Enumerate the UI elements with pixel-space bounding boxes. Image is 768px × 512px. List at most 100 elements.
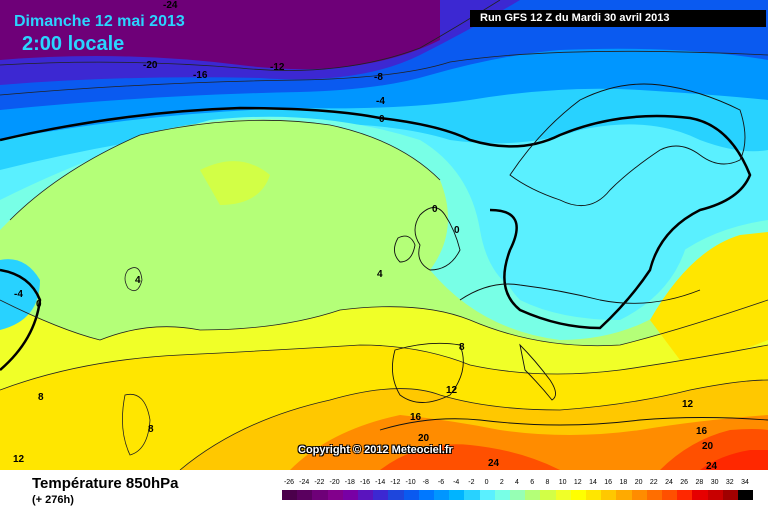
legend-label: 34: [741, 479, 749, 486]
legend-swatch: [601, 490, 617, 500]
legend-label: -14: [375, 479, 386, 486]
legend-swatch: [692, 490, 708, 500]
legend-label: -8: [422, 479, 429, 486]
isotherm-plus12: [0, 344, 768, 391]
forecast-date: Dimanche 12 mai 2013: [14, 13, 185, 30]
model-run-banner: Run GFS 12 Z du Mardi 30 avril 2013: [470, 10, 766, 27]
label-16-east: 16: [696, 426, 708, 437]
forecast-local-time: 2:00 locale: [22, 33, 125, 55]
legend-label: -6: [437, 479, 445, 486]
legend-swatch: [342, 490, 358, 500]
legend-label: 16: [604, 479, 613, 486]
legend-swatch: [707, 490, 723, 500]
label-m4-west: -4: [14, 289, 23, 300]
copyright-notice: Copyright © 2012 Meteociel.fr: [298, 444, 453, 456]
legend-label: 20: [634, 479, 643, 486]
isotherm-plus4-loop: [124, 267, 143, 292]
legend-swatch: [418, 490, 434, 500]
label-24-africa: 24: [488, 458, 500, 469]
legend-swatch: [677, 490, 693, 500]
band-atlantic-patch: [200, 161, 270, 205]
label-8-iberia: 8: [459, 342, 465, 353]
label-20-east: 20: [702, 441, 714, 452]
legend-label: 10: [558, 479, 567, 486]
lead-time: (+ 276h): [32, 494, 74, 506]
legend-swatch: [616, 490, 632, 500]
legend-swatch: [494, 490, 510, 500]
legend-label: 0: [484, 479, 489, 486]
legend-swatch: [479, 490, 495, 500]
legend-label: -20: [329, 479, 340, 486]
isotherm-minus16: [0, 0, 501, 71]
legend-swatch: [525, 490, 541, 500]
legend-swatch: [555, 490, 571, 500]
legend-label: 22: [649, 479, 658, 486]
legend-swatch: [722, 490, 738, 500]
variable-title: Température 850hPa: [32, 475, 179, 492]
legend-label: 24: [665, 479, 673, 486]
isotherm-minus8: [0, 50, 768, 96]
band-europe-cold: [497, 175, 690, 320]
legend-label: 26: [680, 479, 689, 486]
legend-label: 14: [589, 479, 597, 486]
label-0-west: 0: [36, 299, 42, 310]
legend-swatch: [312, 490, 328, 500]
legend-swatch: [540, 490, 556, 500]
legend-label: 8: [545, 479, 550, 486]
legend-label: -16: [359, 479, 371, 486]
label-4-channel: 4: [377, 269, 383, 280]
legend-label: -18: [344, 479, 355, 486]
label-0-north: 0: [379, 114, 385, 125]
label-m16: -16: [193, 70, 208, 81]
band-east-warm: [650, 232, 768, 360]
isotherm-plus8: [0, 299, 768, 347]
legend-label: -22: [314, 479, 325, 486]
coast-iberia: [391, 342, 464, 403]
label-m20: -20: [143, 60, 158, 71]
legend-swatch: [388, 490, 404, 500]
legend-label: -24: [299, 479, 310, 486]
band-plus24-east: [700, 450, 768, 470]
legend-label: 28: [695, 479, 704, 486]
coast-uk: [414, 207, 461, 271]
legend-swatch: [464, 490, 480, 500]
coast-europe: [459, 283, 701, 304]
legend-swatch: [570, 490, 586, 500]
label-4-atlantic: 4: [135, 275, 141, 286]
legend-swatch: [403, 490, 419, 500]
legend-label: 30: [710, 479, 719, 486]
label-12-west: 12: [13, 454, 25, 465]
legend-swatch: [358, 490, 374, 500]
legend-label: -26: [283, 479, 295, 486]
label-8-south: 8: [148, 424, 154, 435]
legend-swatch: [327, 490, 343, 500]
band-plus20: [380, 444, 560, 470]
legend-label: 4: [515, 479, 519, 486]
isotherm-zero-bold: [0, 106, 752, 330]
label-m8: -8: [374, 72, 383, 83]
label-m12: -12: [270, 62, 285, 73]
isotherm-plus4: [9, 119, 441, 221]
legend-swatch: [282, 490, 298, 500]
coast-africa: [379, 417, 768, 431]
label-12-iberia: 12: [446, 385, 458, 396]
legend-bar: Température 850hPa (+ 276h) -26 -24 -22 -20…: [0, 470, 768, 512]
label-m24: -24: [163, 0, 178, 11]
temperature-map: -24 -20 -16 -12 -8 -4 0 0 0 4 4 -4 0 8 8…: [0, 0, 768, 470]
legend-swatch: [631, 490, 647, 500]
coast-ireland: [394, 235, 416, 263]
legend-swatch: [738, 490, 754, 500]
label-m4-north: -4: [376, 96, 385, 107]
legend-swatch: [373, 490, 389, 500]
legend-swatch: [297, 490, 313, 500]
legend-label: -2: [468, 479, 475, 486]
label-0-uk-1: 0: [432, 204, 438, 215]
legend-swatch: [510, 490, 526, 500]
coast-scandinavia: [509, 83, 746, 207]
legend-swatch: [449, 490, 465, 500]
legend-label: -12: [390, 479, 401, 486]
label-24-east: 24: [706, 461, 718, 470]
legend-swatch: [646, 490, 662, 500]
legend-swatch: [434, 490, 450, 500]
